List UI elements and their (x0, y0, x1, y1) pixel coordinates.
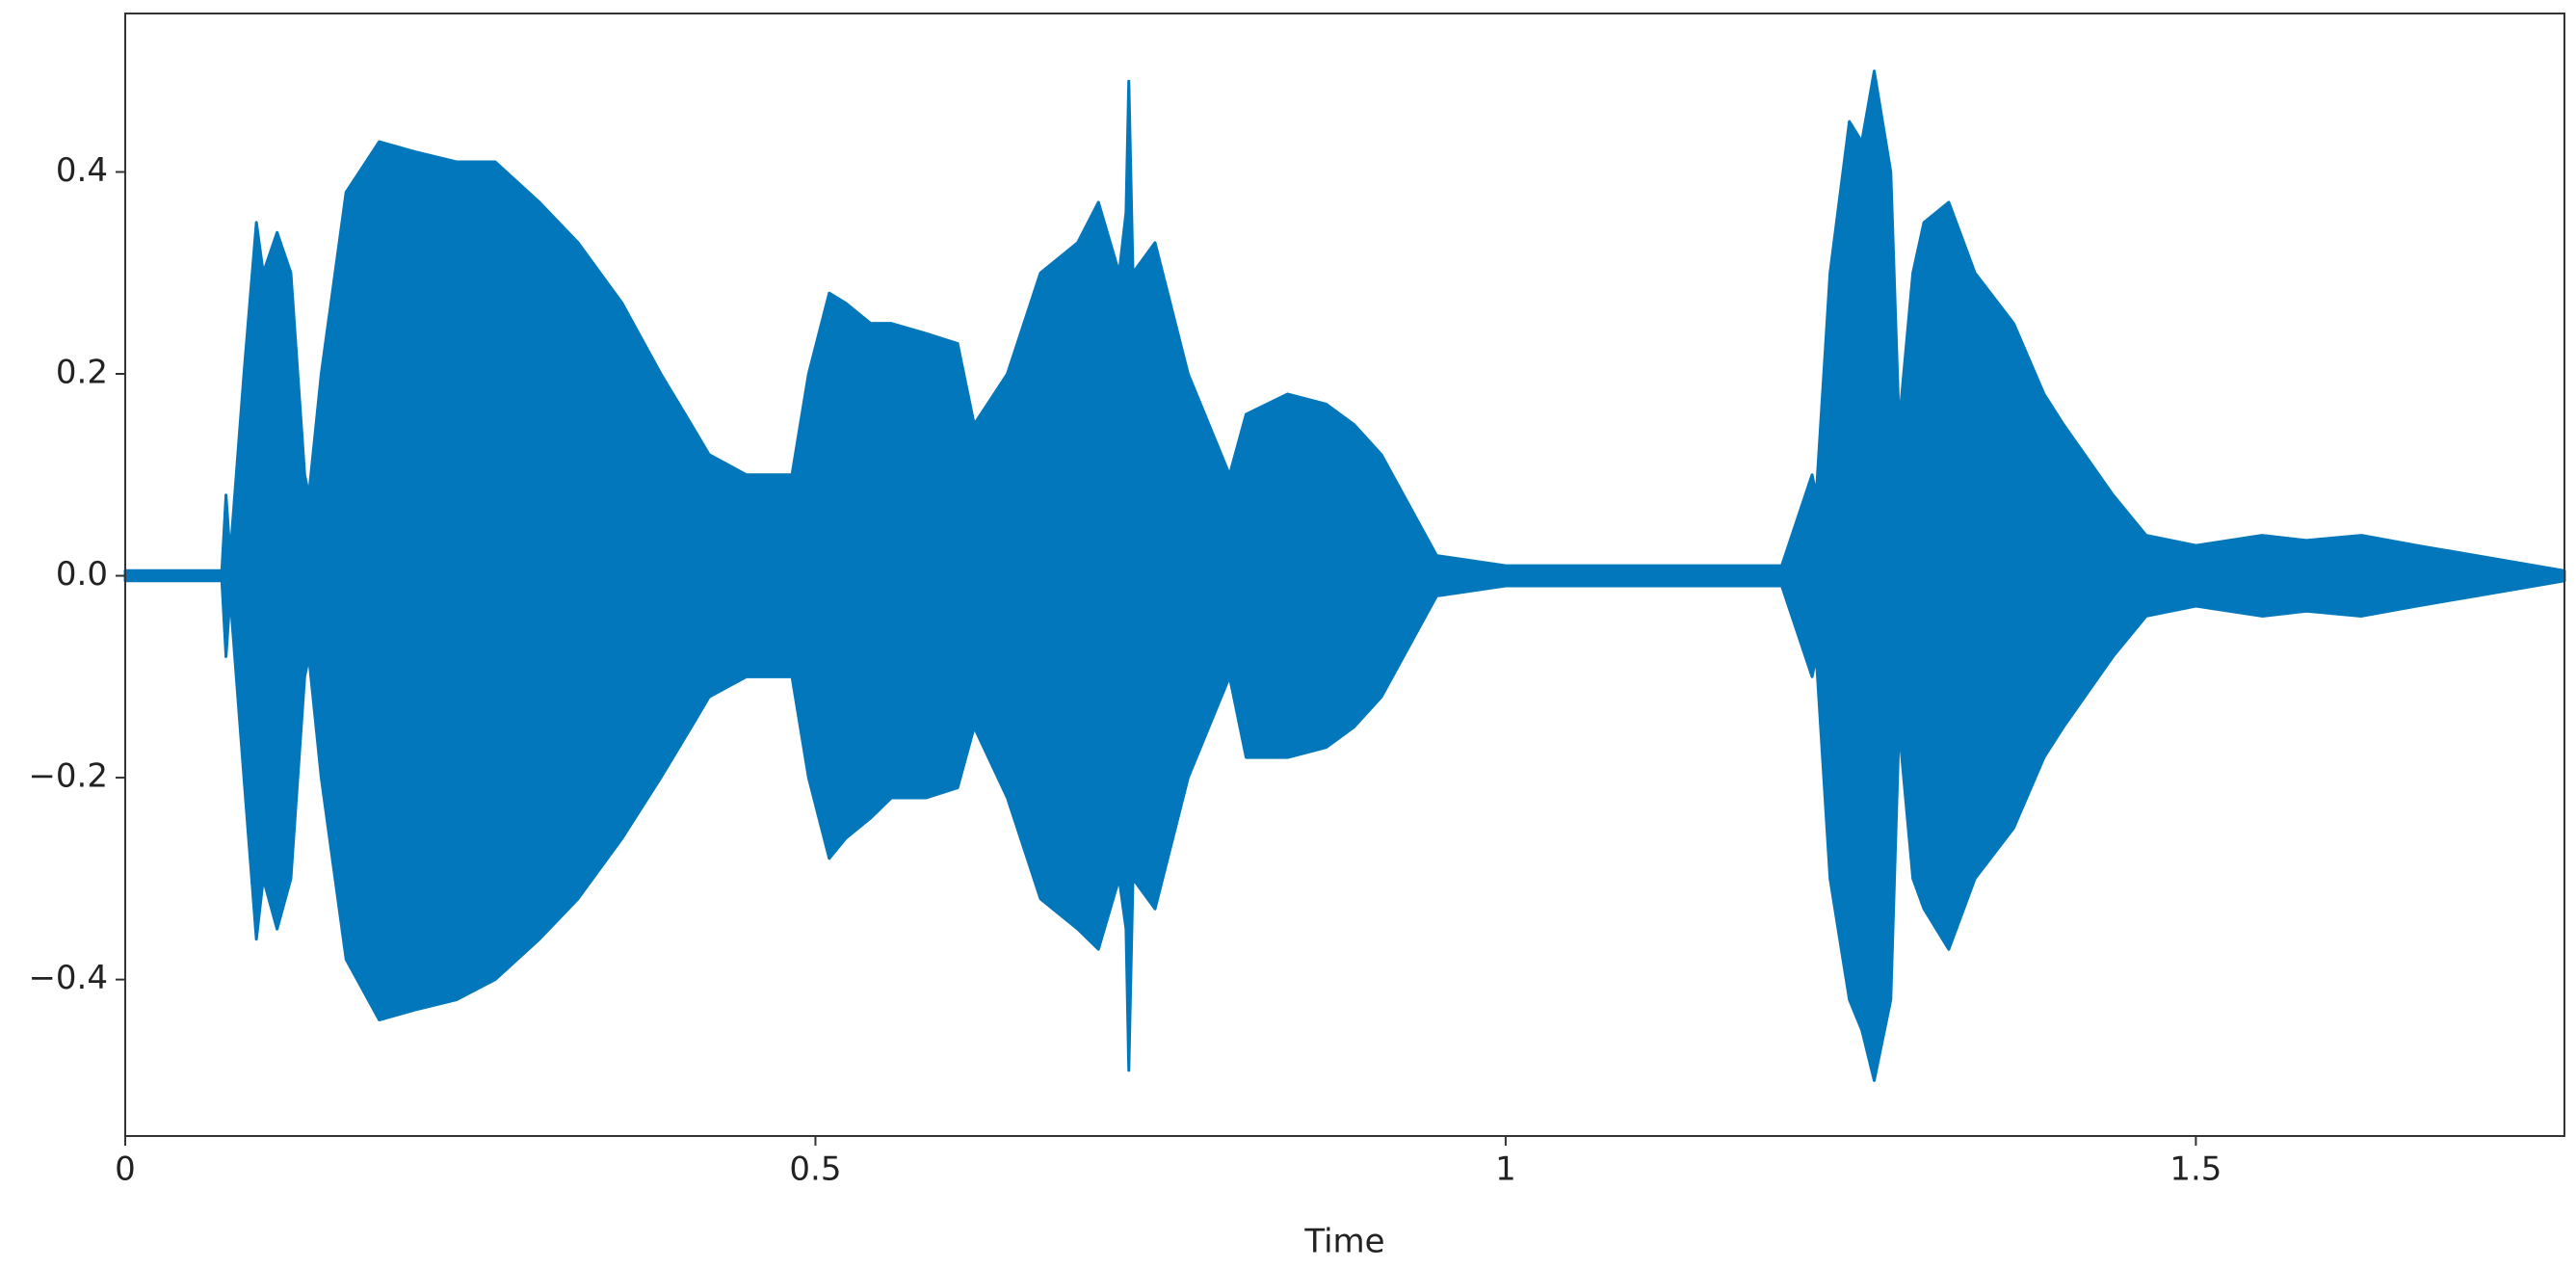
waveform-envelope (123, 69, 2566, 578)
waveform-envelope (123, 574, 2566, 1082)
y-tick-label: 0.2 (56, 354, 108, 392)
x-tick-label: 1 (1495, 1150, 1516, 1189)
y-tick-label: −0.4 (28, 959, 108, 997)
x-tick-label: 1.5 (2169, 1150, 2221, 1189)
y-tick-label: −0.2 (28, 757, 108, 796)
x-axis-label: Time (1303, 1223, 1384, 1261)
plot-frame (124, 13, 2565, 1137)
y-tick-label: 0.0 (56, 555, 108, 594)
x-tick-label: 0 (115, 1150, 136, 1189)
x-tick-label: 0.5 (789, 1150, 841, 1189)
y-tick-label: 0.4 (56, 151, 108, 190)
